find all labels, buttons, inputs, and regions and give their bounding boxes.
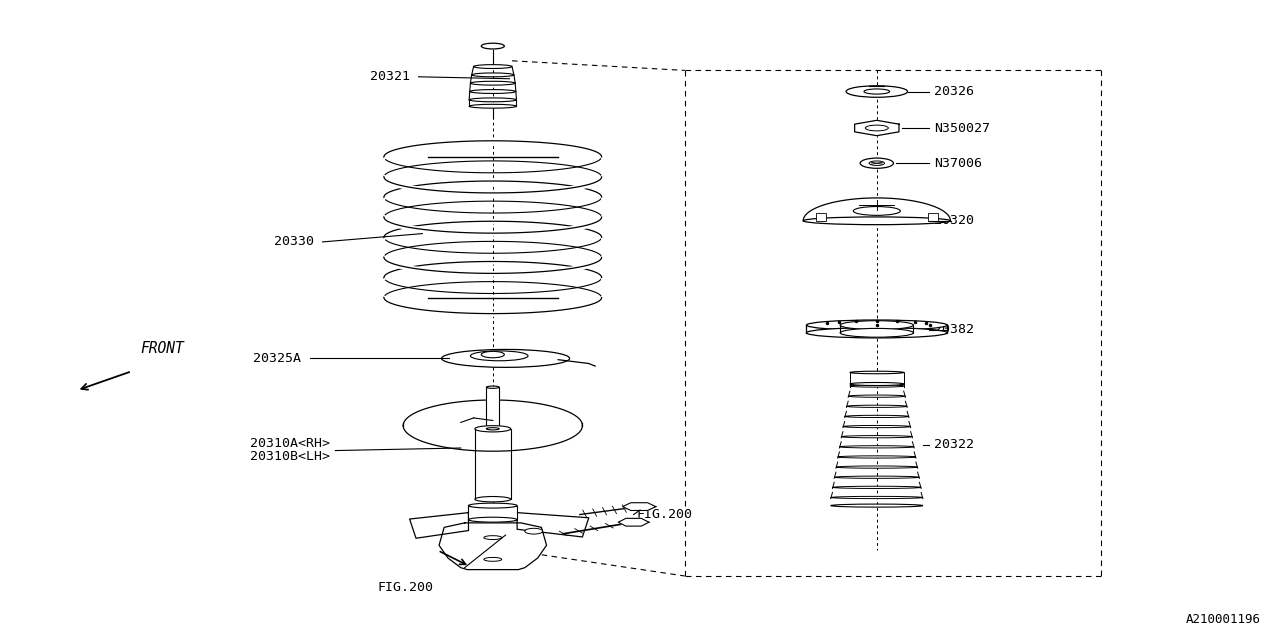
Text: FRONT: FRONT bbox=[141, 342, 184, 356]
Ellipse shape bbox=[475, 426, 511, 432]
Polygon shape bbox=[439, 523, 547, 570]
Ellipse shape bbox=[849, 395, 905, 397]
Ellipse shape bbox=[840, 328, 914, 337]
Text: 20320: 20320 bbox=[934, 214, 974, 227]
Polygon shape bbox=[804, 198, 951, 221]
Ellipse shape bbox=[468, 503, 517, 508]
Text: FIG.200: FIG.200 bbox=[636, 508, 692, 521]
Ellipse shape bbox=[470, 90, 516, 93]
Ellipse shape bbox=[850, 385, 904, 387]
Ellipse shape bbox=[850, 371, 904, 374]
Text: N350027: N350027 bbox=[934, 122, 991, 134]
Bar bbox=[850, 372, 904, 384]
Polygon shape bbox=[403, 400, 582, 429]
Bar bbox=[475, 429, 511, 499]
Ellipse shape bbox=[844, 426, 910, 428]
Ellipse shape bbox=[442, 349, 570, 367]
Ellipse shape bbox=[468, 517, 517, 522]
Polygon shape bbox=[410, 513, 468, 538]
Ellipse shape bbox=[837, 456, 916, 458]
Ellipse shape bbox=[481, 351, 504, 358]
Ellipse shape bbox=[486, 386, 499, 388]
Text: 20310B<LH>: 20310B<LH> bbox=[251, 451, 330, 463]
Bar bbox=[928, 213, 938, 221]
Ellipse shape bbox=[804, 217, 951, 225]
Text: 20382: 20382 bbox=[934, 323, 974, 336]
Text: 20310A<RH>: 20310A<RH> bbox=[251, 437, 330, 450]
Ellipse shape bbox=[486, 428, 499, 430]
Ellipse shape bbox=[484, 536, 502, 540]
Ellipse shape bbox=[841, 436, 913, 438]
Ellipse shape bbox=[806, 328, 947, 338]
Ellipse shape bbox=[836, 466, 918, 468]
Ellipse shape bbox=[840, 445, 914, 448]
Bar bbox=[815, 213, 826, 221]
Polygon shape bbox=[855, 120, 899, 136]
Bar bbox=[468, 506, 517, 520]
Ellipse shape bbox=[471, 351, 529, 361]
Ellipse shape bbox=[865, 125, 888, 131]
Bar bbox=[486, 387, 499, 429]
Ellipse shape bbox=[840, 321, 914, 330]
Ellipse shape bbox=[806, 320, 947, 330]
Ellipse shape bbox=[831, 497, 923, 499]
Text: A210001196: A210001196 bbox=[1185, 613, 1261, 626]
Text: 20330: 20330 bbox=[274, 236, 314, 248]
Text: 20322: 20322 bbox=[934, 438, 974, 451]
Ellipse shape bbox=[864, 89, 890, 94]
Text: N37006: N37006 bbox=[934, 157, 983, 170]
Ellipse shape bbox=[854, 207, 900, 215]
Polygon shape bbox=[622, 503, 655, 511]
Ellipse shape bbox=[470, 104, 517, 108]
Ellipse shape bbox=[481, 44, 504, 49]
Ellipse shape bbox=[470, 98, 517, 102]
Polygon shape bbox=[517, 513, 589, 537]
Ellipse shape bbox=[484, 557, 502, 561]
Ellipse shape bbox=[525, 529, 543, 534]
Text: 20321: 20321 bbox=[370, 70, 410, 83]
Ellipse shape bbox=[846, 405, 908, 408]
Text: 20326: 20326 bbox=[934, 85, 974, 98]
Ellipse shape bbox=[860, 158, 893, 168]
Text: 20325A: 20325A bbox=[252, 352, 301, 365]
Ellipse shape bbox=[474, 65, 512, 68]
Ellipse shape bbox=[846, 86, 908, 97]
Ellipse shape bbox=[471, 81, 516, 85]
Text: FIG.200: FIG.200 bbox=[378, 581, 434, 594]
Ellipse shape bbox=[869, 161, 884, 166]
Ellipse shape bbox=[831, 504, 923, 507]
Ellipse shape bbox=[832, 486, 922, 488]
Ellipse shape bbox=[472, 73, 513, 77]
Ellipse shape bbox=[850, 383, 904, 385]
Ellipse shape bbox=[835, 476, 919, 478]
Ellipse shape bbox=[845, 415, 909, 417]
Polygon shape bbox=[618, 518, 649, 526]
Ellipse shape bbox=[475, 497, 511, 502]
